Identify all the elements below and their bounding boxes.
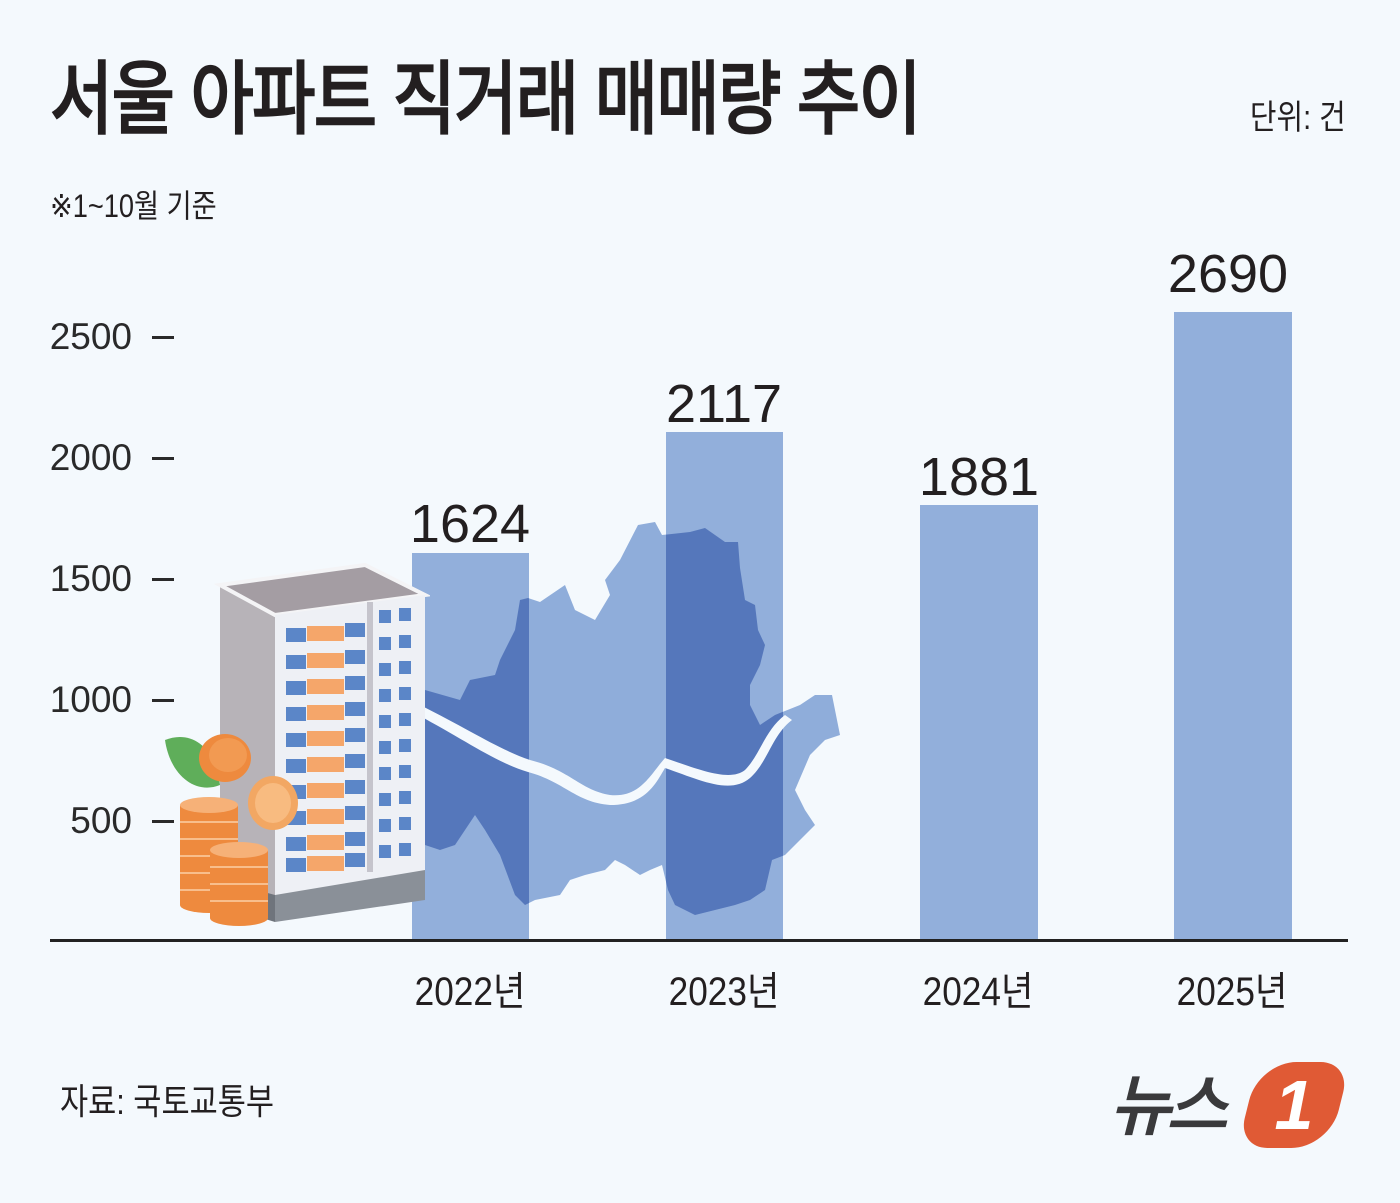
unit-label: 단위: 건 xyxy=(1250,99,1346,137)
y-tick-mark xyxy=(152,820,174,823)
news1-logo: 뉴스 1 xyxy=(1110,1062,1351,1152)
logo-text: 뉴스 xyxy=(1110,1069,1227,1143)
seoul-map-illustration xyxy=(418,522,840,915)
y-tick-mark xyxy=(152,336,174,339)
apartment-coins-illustration xyxy=(165,562,430,926)
value-label-2022: 1624 xyxy=(409,494,531,554)
value-label-2024: 1881 xyxy=(918,447,1040,507)
logo-mark-badge: 1 xyxy=(1237,1062,1351,1148)
period-note: ※1~10월 기준 xyxy=(50,188,217,224)
bar-2024 xyxy=(920,505,1038,940)
coin-stack-icon xyxy=(210,842,268,926)
logo-mark: 1 xyxy=(1274,1066,1314,1144)
leaf-icon xyxy=(165,737,220,788)
y-tick-mark xyxy=(152,457,174,460)
x-label-2024: 2024년 xyxy=(922,970,1034,1014)
y-tick-label: 500 xyxy=(70,800,132,841)
han-river xyxy=(418,705,792,805)
x-axis-line xyxy=(50,939,1348,942)
x-label-2023: 2023년 xyxy=(668,970,780,1014)
y-tick-label: 2000 xyxy=(49,437,132,478)
y-tick-mark xyxy=(152,699,174,702)
bar-2025 xyxy=(1174,312,1292,940)
x-label-2022: 2022년 xyxy=(414,970,526,1014)
y-tick-label: 1000 xyxy=(49,679,132,720)
value-label-2025: 2690 xyxy=(1167,244,1289,304)
source-label: 자료: 국토교통부 xyxy=(60,1081,275,1122)
x-label-2025: 2025년 xyxy=(1176,970,1288,1014)
value-label-2023: 2117 xyxy=(665,374,783,434)
y-tick-label: 2500 xyxy=(49,316,132,357)
y-tick-mark xyxy=(152,578,174,581)
y-tick-label: 1500 xyxy=(49,558,132,599)
chart-title: 서울 아파트 직거래 매매량 추이 xyxy=(50,55,922,144)
